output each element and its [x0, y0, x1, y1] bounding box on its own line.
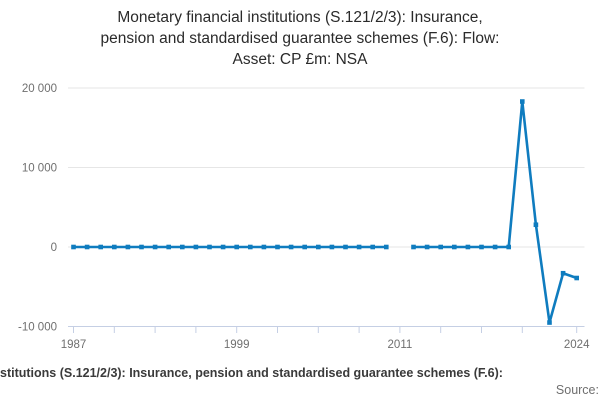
data-point: [356, 244, 362, 250]
data-point: [547, 320, 552, 325]
data-point: [220, 244, 226, 250]
chart-title: Monetary financial institutions (S.121/2…: [100, 9, 500, 68]
data-points: [71, 99, 579, 325]
x-axis-ticks: [73, 326, 578, 333]
data-point: [112, 244, 117, 250]
data-point: [180, 244, 185, 250]
chart-plot-area: 20 000 10 000 0 -10 000 1987 1999 2011 2024: [18, 83, 590, 351]
x-axis-labels: 1987 1999 2011 2024: [61, 339, 590, 351]
data-point: [452, 244, 457, 250]
data-point: [343, 244, 348, 250]
x-tick-label: 2011: [388, 339, 413, 351]
y-tick-label: 10 000: [22, 163, 57, 175]
x-tick-label: 1987: [61, 339, 87, 351]
data-point: [207, 244, 212, 250]
footer-source-label: Source:: [555, 383, 599, 397]
data-point: [316, 244, 321, 250]
data-point: [492, 244, 498, 250]
line-segment: [412, 100, 579, 324]
data-point: [533, 222, 539, 228]
data-point: [370, 244, 375, 250]
y-axis-labels: 20 000 10 000 0 -10 000: [18, 83, 57, 334]
data-point: [193, 244, 199, 250]
data-point: [234, 244, 239, 250]
data-point: [411, 244, 416, 250]
data-point: [152, 244, 158, 250]
data-point: [560, 270, 566, 276]
data-point: [261, 244, 267, 250]
data-point: [302, 244, 307, 250]
data-point: [479, 244, 484, 250]
data-point: [98, 244, 103, 250]
y-tick-label: 0: [51, 242, 57, 254]
data-point: [125, 244, 131, 250]
data-point: [275, 244, 280, 250]
data-point: [329, 244, 335, 250]
data-point: [574, 275, 579, 281]
footer-series-title: stitutions (S.121/2/3): Insurance, pensi…: [0, 366, 503, 380]
data-point: [424, 244, 430, 250]
data-point: [438, 244, 443, 250]
data-point: [71, 244, 76, 250]
data-point: [288, 244, 294, 250]
data-point: [84, 244, 90, 250]
data-point: [520, 99, 525, 104]
data-point: [465, 244, 471, 250]
series-line: [72, 100, 579, 324]
gridlines: [68, 87, 585, 327]
data-point: [248, 244, 253, 250]
data-point: [506, 244, 511, 250]
y-tick-label: -10 000: [18, 322, 57, 334]
x-tick-label: 1999: [224, 339, 250, 351]
data-point: [384, 244, 389, 250]
data-point: [166, 244, 171, 250]
y-tick-label: 20 000: [22, 83, 57, 95]
x-tick-label: 2024: [564, 339, 590, 351]
data-point: [139, 244, 144, 250]
